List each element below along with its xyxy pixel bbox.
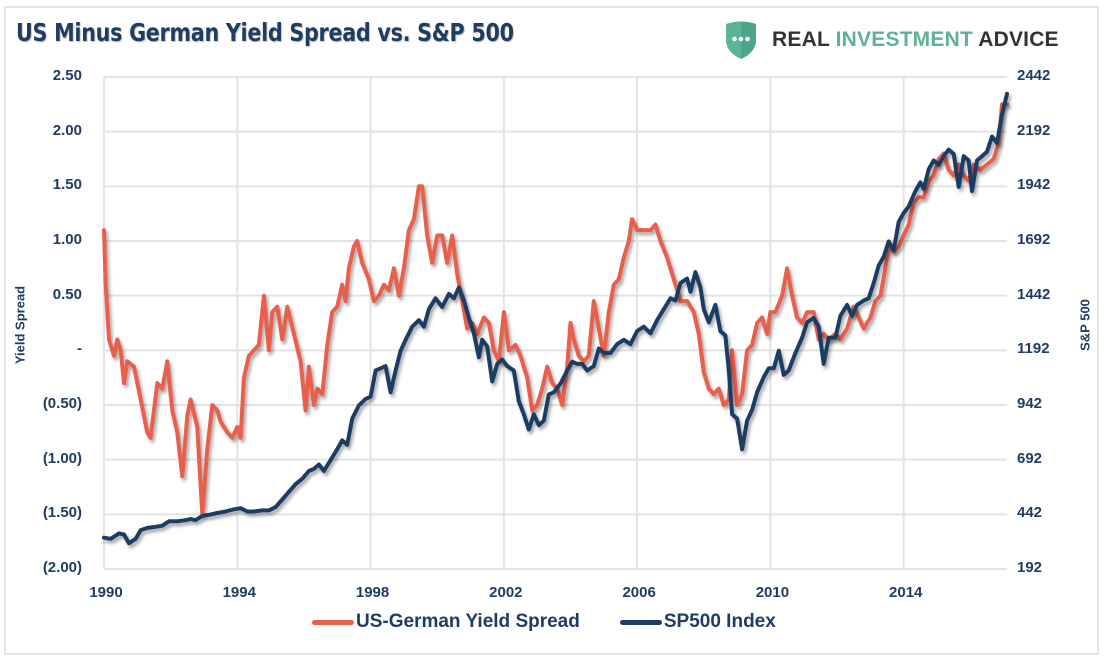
y-tick-label-right: 2442 <box>1017 67 1051 84</box>
legend-item-sp500: SP500 Index <box>619 611 776 633</box>
legend-label-yield-spread: US-German Yield Spread <box>356 611 580 632</box>
legend: US-German Yield Spread SP500 Index <box>312 611 816 633</box>
brand-word-real: REAL <box>772 28 836 51</box>
y-tick-label-left: 1.00 <box>52 231 82 248</box>
y-tick-label-left: (2.00) <box>42 559 82 576</box>
y-tick-label-right: 1192 <box>1017 340 1050 358</box>
legend-swatch-sp500 <box>619 619 662 625</box>
series-line-sp500 <box>102 91 1009 546</box>
y-tick-label-left: 1.50 <box>52 176 82 194</box>
y-tick-label-left: (1.00) <box>42 449 82 467</box>
grid-lines <box>103 76 1007 570</box>
brand-word-advice: ADVICE <box>972 28 1059 51</box>
x-tick-label: 2002 <box>489 584 523 601</box>
y-tick-label-right: 1942 <box>1017 176 1051 194</box>
x-tick-label: 2010 <box>755 584 790 601</box>
x-tick-label: 1990 <box>89 584 123 601</box>
y-axis-left-title: Yield Spread <box>12 285 28 365</box>
y-tick-label-right: 1692 <box>1017 231 1051 248</box>
y-tick-label-right: 192 <box>1017 559 1043 576</box>
y-tick-label-left: 2.00 <box>52 121 82 139</box>
shield-dots-icon <box>726 21 756 59</box>
legend-swatch-yield-spread <box>312 619 354 625</box>
y-tick-label-left: 0.50 <box>52 285 82 303</box>
y-tick-label-left: (1.50) <box>42 504 82 522</box>
series-line-yield-spread <box>102 102 1009 517</box>
y-tick-label-right: 1442 <box>1017 285 1051 303</box>
brand-word-investment: INVESTMENT <box>835 28 973 51</box>
y-tick-label-left: - <box>77 340 82 358</box>
y-tick-label-left: (0.50) <box>42 395 82 412</box>
chart-frame <box>4 6 1099 655</box>
x-tick-label: 2006 <box>622 584 656 601</box>
x-tick-label: 1998 <box>355 584 390 601</box>
x-tick-label: 2014 <box>889 584 923 601</box>
chart-title: US Minus German Yield Spread vs. S&P 500 <box>16 18 514 47</box>
y-tick-label-right: 692 <box>1017 449 1043 467</box>
brand-name: REAL INVESTMENT ADVICE <box>772 28 1059 52</box>
x-tick-label: 1994 <box>222 584 256 601</box>
y-tick-label-right: 2192 <box>1017 121 1051 139</box>
y-tick-label-right: 442 <box>1017 504 1043 522</box>
y-tick-label-right: 942 <box>1017 395 1043 412</box>
legend-label-sp500: SP500 Index <box>663 611 776 632</box>
y-tick-label-left: 2.50 <box>52 67 82 84</box>
legend-item-yield-spread: US-German Yield Spread <box>312 611 580 633</box>
y-axis-right-title: S&P 500 <box>1077 299 1093 351</box>
series-lines <box>102 91 1009 546</box>
brand-logo: REAL INVESTMENT ADVICE <box>724 20 1059 60</box>
